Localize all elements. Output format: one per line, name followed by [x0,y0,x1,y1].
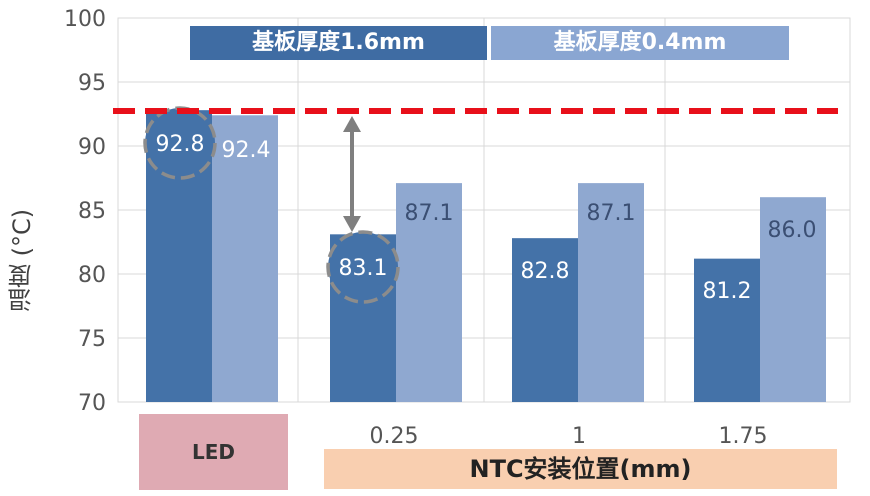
difference-arrow-head-up [343,116,361,132]
category-label-1-75: 1.75 [718,424,768,449]
highlight-circle-0-25 [326,230,400,304]
bar-2-2 [578,183,644,402]
category-label-led: LED [139,414,288,490]
category-label-1: 1 [572,424,586,449]
y-axis-label: 温度 (°C) [8,208,36,312]
bar-2-3 [760,197,826,402]
y-tick-label: 100 [64,7,106,32]
data-label-2-3: 86.0 [768,218,817,243]
bar-2-1 [396,183,462,402]
bar-1-2 [512,238,578,402]
y-tick-label: 85 [78,199,106,224]
data-label-2-1: 87.1 [405,201,454,226]
y-tick-label: 90 [78,135,106,160]
difference-arrow-head-down [343,216,361,232]
bar-2-0 [212,115,278,402]
category-label-0-25: 0.25 [369,424,419,449]
data-label-1-2: 82.8 [521,259,570,284]
y-tick-label: 70 [78,391,106,416]
data-label-2-0: 92.4 [222,138,271,163]
y-tick-label: 95 [78,71,106,96]
y-tick-label: 75 [78,327,106,352]
bar-1-3 [694,258,760,402]
data-label-2-2: 87.1 [587,201,636,226]
data-label-1-1: 83.1 [339,256,388,281]
y-tick-label: 80 [78,263,106,288]
legend-series-1: 基板厚度1.6mm [190,26,487,60]
data-label-1-0: 92.8 [156,132,205,157]
x-axis-label: NTC安装位置(mm) [324,449,837,489]
legend-series-2: 基板厚度0.4mm [491,26,789,60]
data-label-1-3: 81.2 [703,279,752,304]
